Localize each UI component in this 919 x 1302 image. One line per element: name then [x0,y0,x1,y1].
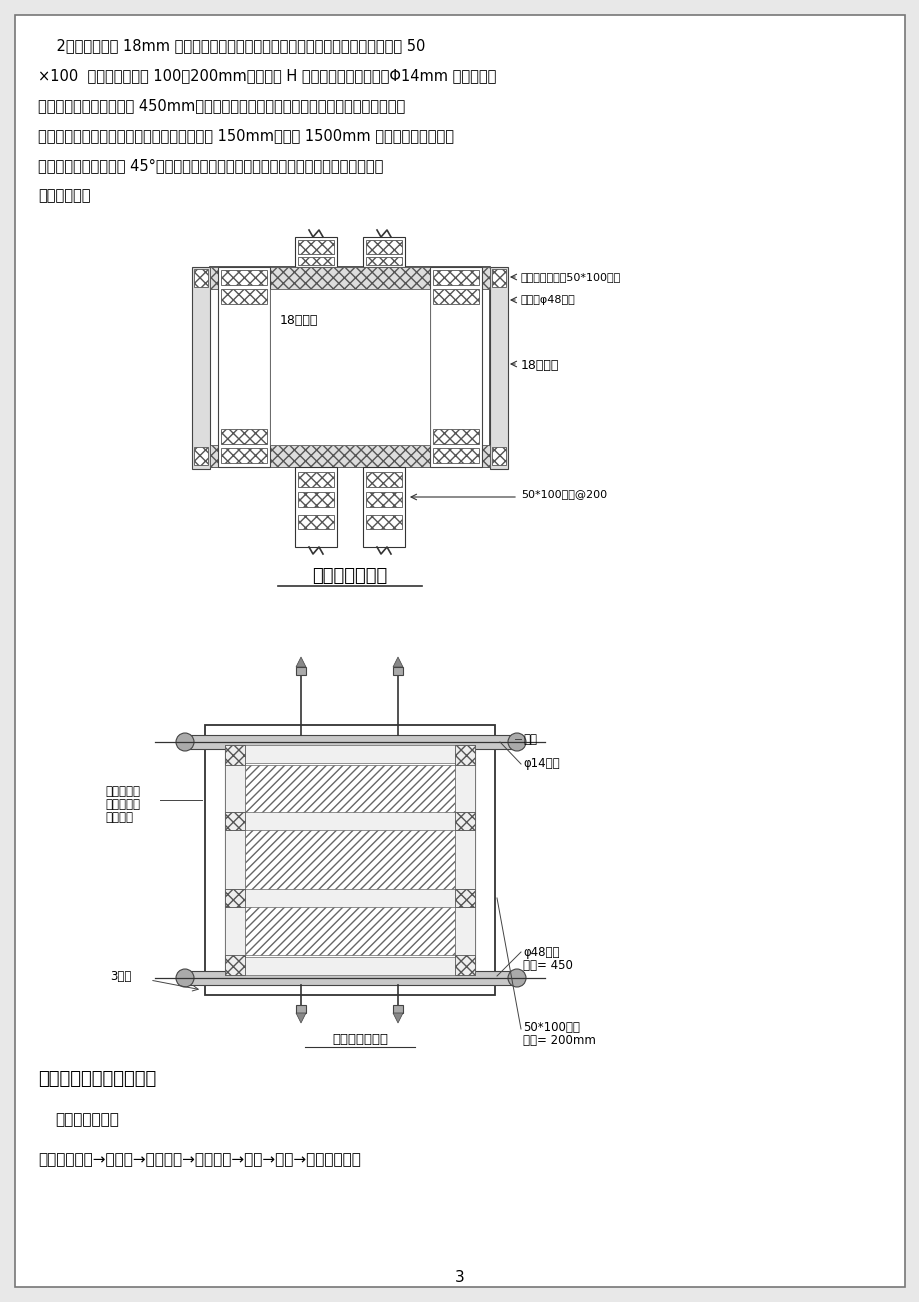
Text: 六、梁、现浇板模板安装: 六、梁、现浇板模板安装 [38,1070,156,1088]
Text: 以防漏浆: 以防漏浆 [105,811,133,824]
Bar [455,745,474,766]
Bar [296,667,306,674]
Bar [205,725,494,995]
Text: 堵，保证楞角方直、美观。斜向支撑，起步为 150mm，每隔 1500mm 一道，采用双向钢管: 堵，保证楞角方直、美观。斜向支撑，起步为 150mm，每隔 1500mm 一道，… [38,128,453,143]
Text: 板双重咬合: 板双重咬合 [105,798,140,811]
Bar [492,270,505,286]
Text: 3: 3 [455,1269,464,1285]
Bar [392,1005,403,1013]
Bar [225,812,244,829]
Bar [210,445,490,467]
Text: 螺帽: 螺帽 [522,733,537,746]
Bar [455,812,474,829]
Text: 18多层板: 18多层板 [520,359,559,372]
Text: φ48钢管: φ48钢管 [522,947,559,960]
Text: 搭设模板支撑→支梁模→放主龙骨→放次龙骨→铺板→预验→进入下道工序: 搭设模板支撑→支梁模→放主龙骨→放次龙骨→铺板→预验→进入下道工序 [38,1152,360,1167]
Bar [295,237,336,267]
Bar [192,267,210,469]
Bar [221,289,267,303]
Bar [185,736,515,749]
Bar [433,428,479,444]
Bar [225,745,474,975]
Bar [298,473,334,487]
Bar [366,240,402,254]
Ellipse shape [507,733,526,751]
Bar [225,889,244,907]
Bar [210,267,490,467]
Text: 间距= 450: 间距= 450 [522,960,573,973]
Text: （一）工艺流程: （一）工艺流程 [55,1112,119,1128]
Bar [210,267,490,289]
Bar [225,957,474,975]
Bar [298,256,334,266]
Bar [185,971,515,986]
Ellipse shape [507,969,526,987]
Text: 18多层板: 18多层板 [279,314,318,327]
Polygon shape [296,1013,306,1023]
Bar [225,954,244,975]
Text: 对称斜向加固（尽量取 45°），柱与柱之间采用拉通线检查验收。柱模木楞盖住板缝，: 对称斜向加固（尽量取 45°），柱与柱之间采用拉通线检查验收。柱模木楞盖住板缝， [38,158,383,173]
Text: 柱模加固示意图: 柱模加固示意图 [332,1032,388,1046]
Bar [429,267,482,467]
Bar [492,447,505,465]
Text: 50*100木方@200: 50*100木方@200 [520,490,607,499]
Text: 间距= 200mm: 间距= 200mm [522,1034,596,1047]
Bar [225,745,244,975]
Bar [433,448,479,464]
Bar [221,448,267,464]
Bar [225,745,244,766]
Ellipse shape [176,969,194,987]
Bar [296,1005,306,1013]
Bar [366,256,402,266]
Bar [455,954,474,975]
Bar [225,745,474,763]
Bar [363,467,404,547]
Text: 栓加固，上下间距不大于 450mm，四周加钢管抛撑。柱边角处采用木板条找补海棉条封: 栓加固，上下间距不大于 450mm，四周加钢管抛撑。柱边角处采用木板条找补海棉条… [38,98,404,113]
Polygon shape [296,658,306,667]
Bar [221,270,267,285]
Bar [366,492,402,506]
Bar [221,428,267,444]
Text: 梁柱节点大样图: 梁柱节点大样图 [312,566,387,585]
Text: 柱角采用模: 柱角采用模 [105,785,140,798]
Bar [433,289,479,303]
Bar [269,289,429,445]
Text: 以减少漏浆。: 以减少漏浆。 [38,187,90,203]
Text: 2、柱模板采用 18mm 胶合板，模板在木工车间制作施工现场组拼，竖向内楞采用 50: 2、柱模板采用 18mm 胶合板，模板在木工车间制作施工现场组拼，竖向内楞采用 … [38,38,425,53]
Bar [490,267,507,469]
Text: 50*100木楞: 50*100木楞 [522,1021,579,1034]
Bar [298,240,334,254]
Bar [194,447,208,465]
Bar [366,473,402,487]
Ellipse shape [176,733,194,751]
Bar [295,467,336,547]
Text: 3型卡: 3型卡 [110,970,131,983]
Polygon shape [392,1013,403,1023]
Bar [218,267,269,467]
Bar [298,492,334,506]
Text: 柱头模板拉结，50*100木方: 柱头模板拉结，50*100木方 [520,272,620,283]
Bar [366,516,402,529]
Bar [363,237,404,267]
Polygon shape [392,658,403,667]
Bar [455,745,474,975]
Text: ×100  木方，竖向间距 100～200mm。柱截面 H 方向用钢管和可回收的Φ14mm 普通穿墙螺: ×100 木方，竖向间距 100～200mm。柱截面 H 方向用钢管和可回收的Φ… [38,68,496,83]
Text: 梁侧模φ48钢管: 梁侧模φ48钢管 [520,296,575,305]
Bar [225,812,474,829]
Bar [298,516,334,529]
Bar [194,270,208,286]
Bar [392,667,403,674]
Bar [455,889,474,907]
Text: φ14螺杆: φ14螺杆 [522,756,559,769]
Bar [433,270,479,285]
Bar [225,889,474,907]
Bar [244,766,455,954]
